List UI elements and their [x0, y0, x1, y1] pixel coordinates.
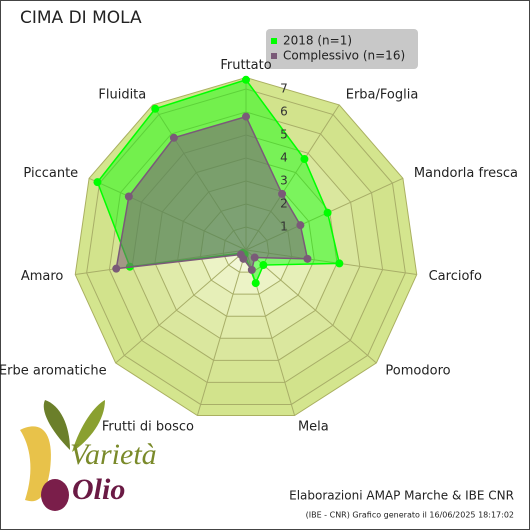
logo-text: Olio [72, 473, 125, 506]
legend-swatch [271, 53, 277, 59]
axis-label: Piccante [23, 166, 78, 181]
data-point [296, 221, 305, 230]
data-point [251, 279, 260, 288]
axis-label: Amaro [21, 269, 64, 284]
chart-title: CIMA DI MOLA [20, 8, 142, 28]
data-point [247, 265, 256, 274]
data-point [112, 264, 121, 273]
r-tick-label: 4 [280, 151, 288, 165]
data-point [93, 178, 102, 187]
data-point [278, 189, 287, 198]
series-area [115, 115, 309, 272]
data-point [169, 133, 178, 142]
axis-label: Erbe aromatiche [0, 363, 107, 378]
legend-swatch [271, 38, 277, 44]
data-point [236, 250, 245, 259]
axis-label: Fruttato [220, 58, 271, 73]
data-point [259, 261, 268, 270]
footer: Elaborazioni AMAP Marche & IBE CNR [289, 489, 514, 503]
data-point [303, 254, 312, 263]
axis-label: Fluidita [98, 87, 146, 102]
logo-text: Varietà [70, 438, 157, 471]
data-point [335, 259, 344, 268]
data-point [124, 192, 133, 201]
data-point [242, 75, 250, 84]
axis-label: Erba/Foglia [346, 87, 419, 102]
r-tick-label: 6 [280, 105, 288, 119]
r-tick-label: 1 [280, 220, 288, 234]
axis-label: Pomodoro [385, 363, 450, 378]
spoke [115, 249, 247, 364]
spoke [196, 249, 247, 416]
r-tick-label: 3 [280, 174, 288, 188]
spoke [245, 249, 377, 364]
data-point [323, 208, 332, 217]
logo-leaf [43, 400, 70, 450]
r-tick-label: 5 [280, 128, 288, 142]
r-tick-label: 7 [280, 82, 288, 96]
data-point [242, 112, 250, 121]
data-point [300, 155, 309, 164]
axis-label: Mela [298, 420, 329, 435]
plot [93, 75, 344, 288]
legend-label: Complessivo (n=16) [283, 49, 405, 63]
logo: Varietà Olio [20, 400, 157, 511]
legend-label: 2018 (n=1) [283, 34, 352, 48]
data-point [250, 253, 259, 262]
logo-olive [41, 479, 69, 511]
credit: (IBE - CNR) Grafico generato il 16/06/20… [306, 511, 514, 520]
data-point [151, 104, 160, 113]
logo-shape [20, 426, 51, 502]
axis-label: Carciofo [429, 269, 482, 284]
r-tick-label: 2 [280, 197, 288, 211]
logo-leaf [72, 400, 105, 452]
legend-box [266, 29, 418, 69]
axis-label: Mandorla fresca [414, 166, 518, 181]
axis-label: Frutti di bosco [102, 420, 194, 435]
